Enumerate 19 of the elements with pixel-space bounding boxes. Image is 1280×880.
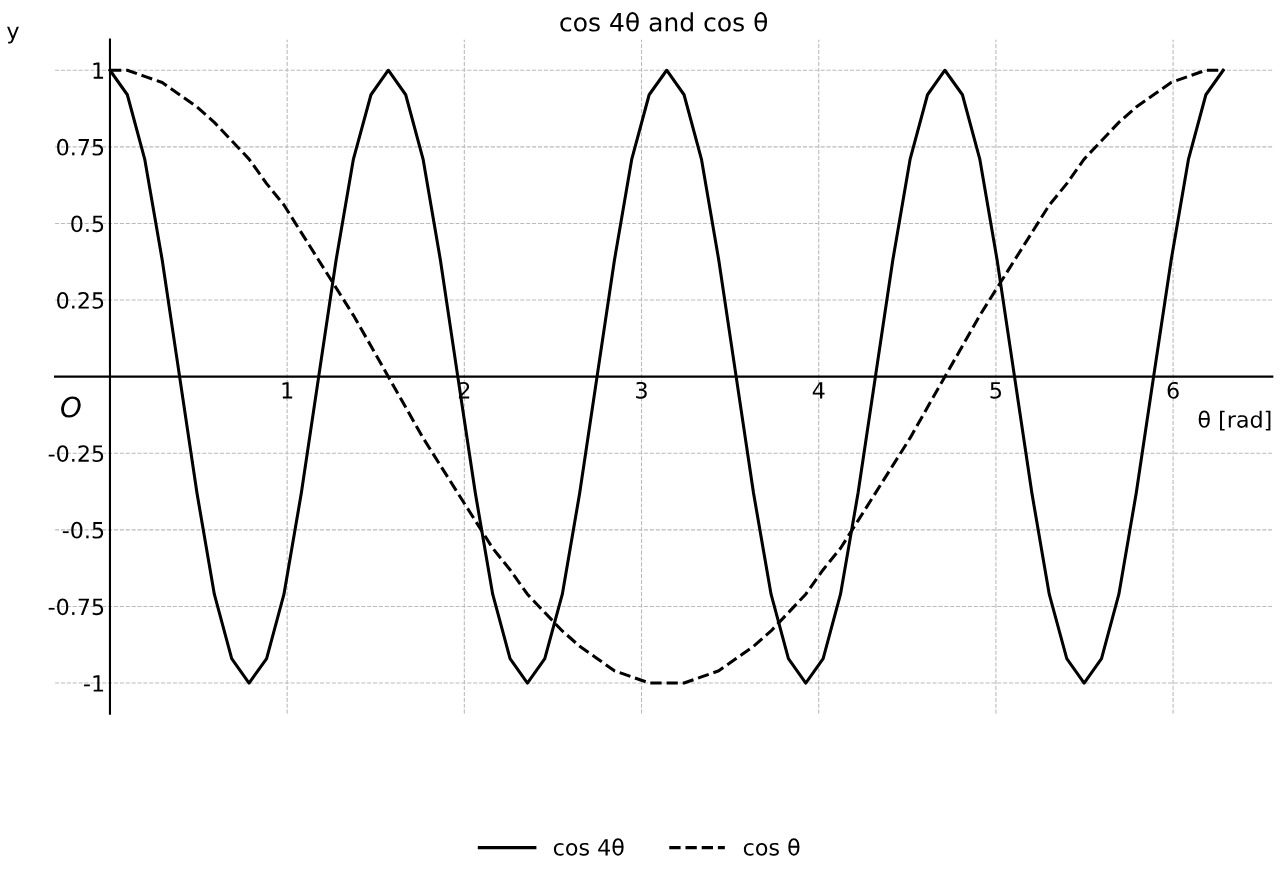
x-tick-label: 4	[812, 382, 825, 399]
x-tick-label: 5	[990, 382, 1002, 399]
x-tick-label: 3	[636, 381, 647, 399]
legend-label: cos 4θ	[553, 838, 624, 856]
chart-title: cos 4θ and cos θ	[560, 12, 768, 32]
y-tick-label: 0.75	[57, 138, 104, 156]
y-tick-label: -0.75	[48, 598, 104, 616]
y-tick-label: -1	[84, 675, 104, 692]
x-axis-title: θ [rad]	[1198, 410, 1271, 431]
y-tick-label: -0.5	[62, 521, 104, 539]
x-tick-label: 1	[282, 382, 293, 399]
y-tick-label: -0.25	[48, 445, 104, 462]
x-tick-label: 6	[1167, 381, 1179, 399]
annotation: O	[61, 396, 81, 418]
y-tick-label: 0.25	[57, 291, 104, 309]
y-tick-label: 0.5	[71, 215, 104, 233]
legend-label: cos θ	[743, 838, 800, 856]
y-tick-label: 1	[93, 62, 104, 79]
y-axis-title: y	[7, 26, 19, 44]
